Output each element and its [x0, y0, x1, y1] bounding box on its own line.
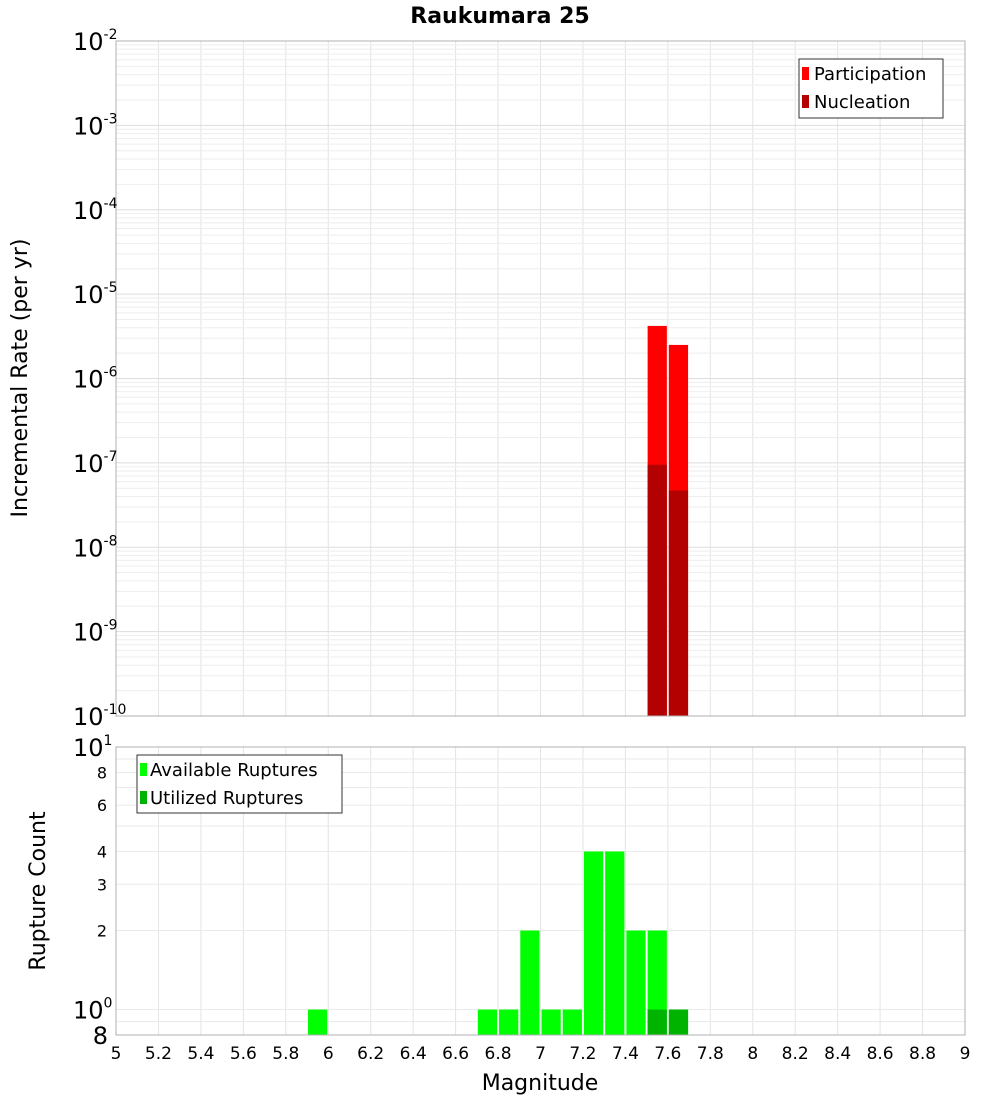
rate-y-tick-label: 10-7 [73, 449, 118, 478]
utilized-ruptures-bar [668, 1009, 689, 1035]
rate-grid [115, 41, 966, 717]
available-ruptures-bar [605, 851, 625, 1035]
available-ruptures-bar [562, 1009, 582, 1035]
rate-legend: Participation Nucleation [798, 58, 944, 119]
rate-y-tick-label: 10-3 [73, 111, 118, 140]
magnitude-x-tick-label: 5.8 [272, 1044, 299, 1064]
rate-y-ticks: 10-10 10-9 10-8 10-7 10-6 10-5 10-4 10-3 10-2 [73, 27, 126, 731]
count-y-tick-minor-label: 8 [97, 763, 107, 782]
magnitude-x-tick-label: 5 [111, 1044, 122, 1064]
nucleation-bar [668, 490, 689, 716]
chart-title: Raukumara 25 [410, 4, 589, 29]
available-ruptures-swatch [140, 763, 147, 776]
count-y-tick-minor-label: 4 [97, 842, 107, 861]
available-ruptures-bar [477, 1009, 498, 1035]
nucleation-bar [647, 464, 667, 716]
magnitude-x-tick-label: 7 [535, 1044, 546, 1064]
count-bars [308, 851, 689, 1035]
count-legend-box [136, 754, 343, 814]
magnitude-x-tick-label: 5.4 [187, 1044, 214, 1064]
count-y-tick-minor-label: 2 [97, 922, 107, 941]
count-y-tick-major-label: 101 [73, 733, 112, 762]
available-ruptures-bar [520, 930, 540, 1035]
magnitude-x-ticks: 5 5.2 5.4 5.6 5.8 6 6.2 6.4 6.6 6.8 7 7.2 7.4 7.6 7.8 8… [111, 1044, 971, 1064]
magnitude-x-axis-title: Magnitude [482, 1071, 599, 1096]
magnitude-x-tick-label: 7.8 [697, 1044, 724, 1064]
available-ruptures-bar [647, 930, 667, 1035]
magnitude-x-tick-label: 6.4 [400, 1044, 427, 1064]
magnitude-x-tick-label: 7.6 [654, 1044, 681, 1064]
available-ruptures-legend-label: Available Ruptures [150, 760, 318, 781]
magnitude-x-tick-label: 6.2 [357, 1044, 384, 1064]
nucleation-swatch [802, 95, 809, 108]
magnitude-x-tick-label: 8.2 [782, 1044, 809, 1064]
utilized-ruptures-legend-label: Utilized Ruptures [150, 788, 303, 809]
count-plot-border [115, 746, 966, 1036]
available-ruptures-bar [626, 930, 646, 1035]
magnitude-x-tick-label: 8 [747, 1044, 758, 1064]
rate-y-tick-label: 10-5 [73, 280, 118, 309]
magnitude-x-tick-label: 6.6 [442, 1044, 469, 1064]
magnitude-x-tick-label: 6.8 [485, 1044, 512, 1064]
count-y-tick-minor-label: 6 [97, 796, 107, 815]
rate-y-tick-label: 10-2 [73, 27, 118, 56]
participation-swatch [802, 67, 809, 80]
available-ruptures-bar [583, 851, 604, 1035]
count-y-tick-minor-label: 8 [93, 1022, 108, 1050]
magnitude-x-tick-label: 8.4 [824, 1044, 851, 1064]
count-y-axis-title: Rupture Count [26, 811, 51, 971]
count-legend: Available Ruptures Utilized Ruptures [136, 754, 343, 814]
rate-y-tick-label: 10-4 [73, 196, 118, 225]
magnitude-x-tick-label: 8.6 [867, 1044, 894, 1064]
rate-bars [647, 325, 689, 716]
rate-panel: 10-10 10-9 10-8 10-7 10-6 10-5 10-4 10-3 10-2 In… [8, 27, 966, 731]
rate-y-tick-label: 10-6 [73, 365, 118, 394]
available-ruptures-bar [541, 1009, 561, 1035]
nucleation-legend-label: Nucleation [814, 92, 910, 113]
count-y-tick-minor-label: 3 [97, 875, 107, 894]
utilized-ruptures-swatch [140, 791, 147, 804]
participation-legend-label: Participation [814, 64, 926, 85]
available-ruptures-bar [499, 1009, 519, 1035]
magnitude-x-tick-label: 5.2 [145, 1044, 172, 1064]
magnitude-x-tick-label: 7.4 [612, 1044, 639, 1064]
rate-y-tick-label: 10-9 [73, 618, 118, 647]
rate-y-axis-title: Incremental Rate (per yr) [8, 239, 33, 518]
magnitude-x-tick-label: 8.8 [909, 1044, 936, 1064]
magnitude-x-tick-label: 6 [323, 1044, 334, 1064]
count-y-tick-major-label: 100 [73, 996, 112, 1025]
utilized-ruptures-bar [647, 1009, 667, 1035]
magnitude-x-tick-label: 5.6 [230, 1044, 257, 1064]
rate-y-tick-label: 10-10 [73, 702, 126, 731]
rate-plot-border [115, 40, 966, 717]
available-ruptures-bar [308, 1009, 328, 1035]
rate-y-tick-label: 10-8 [73, 533, 118, 562]
rate-legend-box [798, 58, 944, 119]
magnitude-x-tick-label: 7.2 [569, 1044, 596, 1064]
magnitude-x-tick-label: 9 [960, 1044, 971, 1064]
